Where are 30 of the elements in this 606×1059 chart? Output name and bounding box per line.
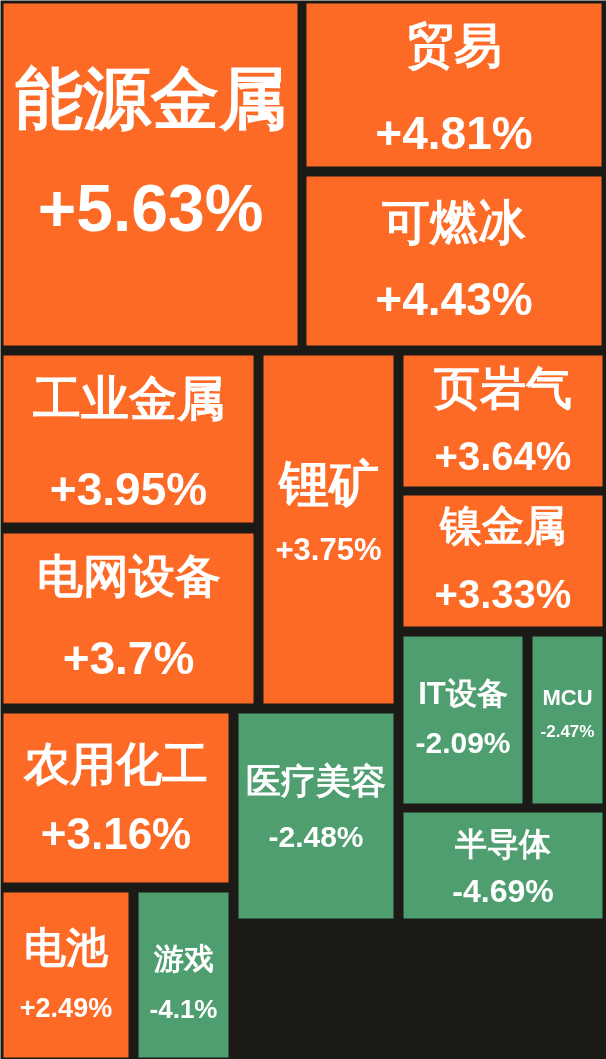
data-label: -2.48% (268, 820, 364, 853)
category-label: 贸易 (406, 19, 502, 72)
category-label: 镍金属 (438, 502, 566, 549)
data-label: +3.75% (275, 532, 382, 567)
data-label: +4.81% (375, 106, 533, 159)
data-label: -2.09% (415, 726, 511, 759)
data-label: +3.64% (434, 433, 572, 478)
data-label: -4.1% (149, 993, 218, 1024)
data-label: +2.49% (19, 992, 113, 1023)
category-label: 可燃冰 (381, 196, 527, 249)
category-label: 医疗美容 (246, 761, 386, 800)
category-label: 工业金属 (32, 372, 225, 425)
data-label: +4.43% (375, 272, 533, 325)
data-label: -2.47% (540, 722, 595, 741)
data-label: +3.95% (49, 462, 208, 515)
category-label: 电网设备 (36, 549, 221, 602)
data-label: +3.7% (62, 631, 195, 684)
data-label: -4.69% (452, 872, 554, 909)
category-label: MCU (542, 685, 593, 710)
category-label: 电池 (24, 924, 109, 971)
category-label: IT设备 (418, 676, 508, 711)
category-label: 锂矿 (276, 455, 379, 512)
category-label: 半导体 (454, 825, 552, 862)
data-label: +3.33% (434, 571, 572, 616)
category-label: 能源金属 (14, 59, 287, 136)
category-label: 游戏 (152, 942, 214, 975)
data-label: +5.63% (37, 170, 264, 245)
data-label: +3.16% (40, 809, 192, 858)
category-label: 页岩气 (433, 361, 572, 414)
category-label: 农用化工 (23, 737, 208, 790)
